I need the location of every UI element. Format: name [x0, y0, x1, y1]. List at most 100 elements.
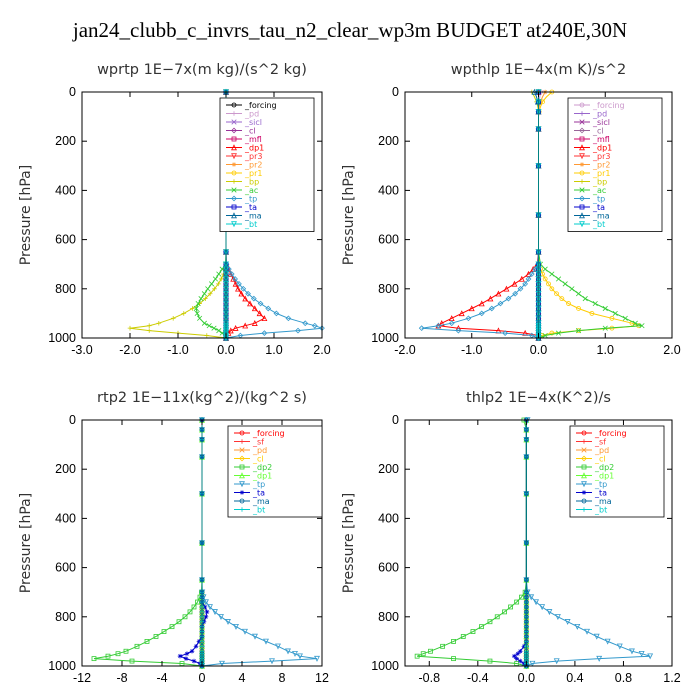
legend-item: _pr2	[226, 161, 262, 170]
legend-marker	[239, 430, 245, 436]
legend-marker	[231, 204, 237, 210]
legend-item: _bt	[574, 220, 605, 229]
data-point	[574, 623, 581, 630]
data-point	[212, 276, 219, 282]
series-bp	[127, 89, 229, 341]
legend-item: _pr1	[226, 169, 262, 178]
legend-marker	[231, 187, 237, 193]
panel-title: thlp2 1E−4x(K^2)/s	[466, 390, 611, 406]
legend-label: _pr2	[592, 161, 610, 170]
data-point	[582, 296, 588, 302]
y-tick-label: 400	[55, 511, 76, 525]
legend-label: _ac	[244, 186, 258, 195]
data-point	[519, 594, 524, 600]
data-point	[233, 623, 239, 630]
data-point	[502, 609, 507, 615]
legend-item: _pr3	[574, 152, 610, 161]
data-point	[242, 322, 249, 329]
data-point	[460, 634, 466, 639]
data-point	[555, 276, 562, 282]
legend-marker	[239, 481, 245, 488]
data-point	[197, 315, 203, 321]
y-tick-label: 200	[378, 462, 399, 476]
legend-marker	[231, 153, 237, 160]
legend-marker	[239, 447, 245, 453]
data-point	[533, 599, 540, 606]
data-point	[232, 324, 239, 331]
plot-frame	[404, 419, 673, 667]
chart-panel-1: wprtp 1E−7x(m kg)/(s^2 kg) Pressure [hPa]…	[18, 62, 331, 357]
legend-marker	[579, 187, 585, 193]
legend-label: _dp1	[252, 472, 272, 481]
data-point	[554, 614, 561, 620]
y-tick-label: 800	[378, 610, 399, 624]
data-point	[189, 648, 195, 654]
x-tick-label: -1.0	[461, 343, 483, 357]
data-point	[575, 291, 582, 297]
series-line	[421, 92, 539, 339]
x-tick-label: 1.0	[597, 343, 614, 357]
data-point	[521, 644, 527, 649]
chart-panel-3: rtp2 1E−11x(kg^2)/(kg^2 s) Pressure [hPa]…	[18, 390, 329, 685]
data-point	[252, 633, 258, 640]
legend-item: _pd	[576, 446, 609, 455]
y-tick-label: 0	[69, 85, 76, 99]
x-tick-label: -4	[156, 671, 167, 685]
data-point	[201, 291, 207, 297]
data-point	[465, 315, 472, 322]
data-point	[247, 300, 253, 307]
legend-item: _tp	[576, 480, 607, 489]
data-point	[602, 325, 608, 331]
y-axis-label: Pressure [hPa]	[18, 165, 34, 265]
legend-marker	[239, 490, 245, 495]
data-point	[225, 619, 231, 625]
data-point	[191, 658, 197, 664]
data-point	[448, 320, 455, 327]
data-point	[191, 604, 197, 610]
data-point	[555, 330, 562, 336]
data-point	[505, 295, 512, 302]
data-point	[230, 275, 237, 282]
data-point	[562, 281, 568, 287]
legend-item: _pr3	[226, 152, 262, 161]
legend-item: _tp	[574, 195, 605, 204]
legend-label: _pr1	[244, 169, 262, 178]
legend-marker	[579, 127, 585, 134]
data-point	[170, 316, 176, 321]
data-point	[190, 306, 195, 311]
x-tick-label: 8	[279, 671, 286, 685]
legend-marker	[579, 111, 585, 116]
data-point	[127, 325, 133, 331]
data-point	[269, 658, 275, 665]
legend-marker	[579, 221, 585, 228]
data-point	[418, 325, 425, 332]
y-axis-label: Pressure [hPa]	[341, 493, 357, 593]
legend-label: _pr3	[244, 152, 262, 161]
data-point	[428, 648, 433, 654]
data-point	[203, 614, 209, 620]
legend-marker	[239, 472, 245, 479]
data-point	[236, 281, 242, 287]
chart-panel-4: thlp2 1E−4x(K^2)/s Pressure [hPa] -0.8 -0.4…	[341, 390, 681, 685]
legend-item: _pr1	[574, 169, 610, 178]
series-dp2	[91, 417, 205, 669]
legend: _forcing_pd_sicl_cl_mfl_dp1_pr3_pr2_pr1_…	[567, 97, 663, 232]
data-point	[251, 320, 258, 326]
legend-item: _ta	[574, 203, 605, 212]
legend: _forcing_pd_sicl_cl_mfl_dp1_pr3_pr2_pr1_…	[219, 97, 315, 232]
data-point	[502, 330, 508, 336]
chart-panel-2: wpthlp 1E−4x(m K)/s^2 Pressure [hPa] -2.0 -…	[341, 62, 681, 357]
legend-label: _sicl	[244, 118, 262, 127]
data-point	[314, 655, 320, 662]
data-point	[616, 643, 623, 650]
data-point	[553, 658, 560, 665]
data-point	[549, 330, 555, 336]
legend-marker	[231, 212, 237, 219]
data-point	[134, 643, 140, 649]
series-line	[129, 92, 227, 339]
data-point	[566, 301, 571, 306]
data-point	[515, 651, 521, 656]
data-point	[207, 291, 213, 297]
legend-marker	[579, 102, 585, 108]
